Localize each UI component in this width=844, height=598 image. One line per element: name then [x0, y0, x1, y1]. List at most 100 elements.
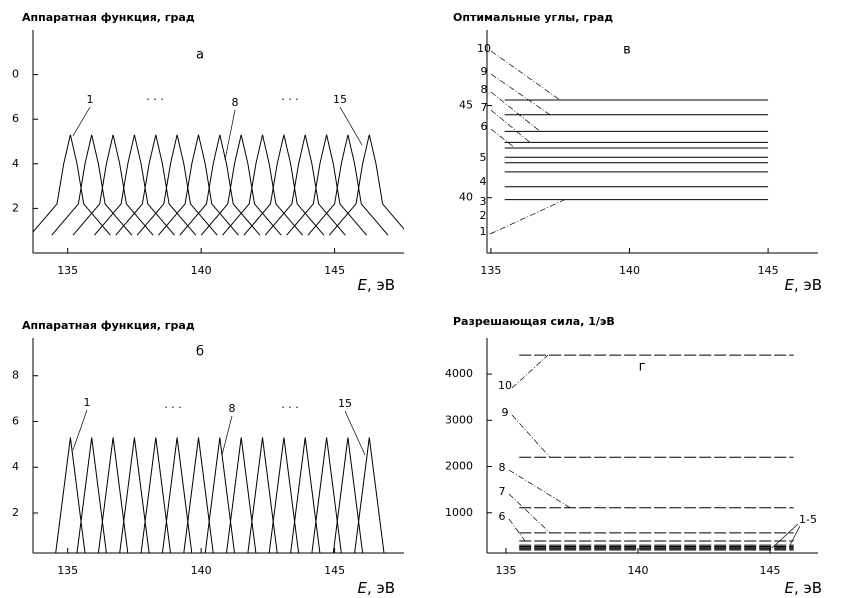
- series-label: 4: [480, 175, 487, 188]
- series-label: 6: [499, 510, 506, 523]
- annotation: 8: [229, 402, 236, 415]
- leader-line: [490, 50, 561, 101]
- leader-line: [511, 354, 549, 389]
- curve: [72, 134, 154, 236]
- annotation: 8: [232, 96, 239, 109]
- y-tick-label: 8: [12, 369, 19, 382]
- panel-title: Аппаратная функция, град: [22, 319, 195, 332]
- x-tick-label: 135: [57, 564, 78, 577]
- leader-line: [771, 523, 799, 549]
- panel-title: Оптимальные углы, град: [453, 11, 613, 24]
- x-axis-label: E, эВ: [357, 579, 395, 597]
- annotation: · · ·: [281, 401, 298, 414]
- leader-line: [490, 91, 541, 132]
- series-label: 8: [499, 461, 506, 474]
- x-axis-unit: , эВ: [794, 276, 822, 294]
- panel: Разрешающая сила, 1/эВ г E, эВ 135 140 145 100…: [445, 315, 822, 597]
- series-label: 3: [480, 195, 487, 208]
- curve: [97, 437, 129, 553]
- x-tick-label: 140: [619, 264, 640, 277]
- annotation: 1: [84, 396, 91, 409]
- curve: [55, 437, 86, 553]
- curve: [247, 437, 278, 553]
- leader-line: [224, 109, 236, 161]
- leader-line: [221, 415, 233, 456]
- curve: [119, 437, 150, 553]
- curve: [200, 134, 282, 236]
- x-axis-label: E, эВ: [784, 276, 822, 294]
- leader-line: [789, 525, 801, 546]
- curve: [222, 134, 303, 236]
- curve: [243, 134, 325, 236]
- leader-line: [72, 106, 91, 137]
- y-tick-label: 6: [12, 112, 19, 125]
- x-axis-variable: E: [784, 579, 794, 597]
- curve: [115, 134, 197, 236]
- series-label: 7: [499, 485, 506, 498]
- panel-label: г: [639, 360, 646, 375]
- panel-title: Разрешающая сила, 1/эВ: [453, 315, 615, 328]
- x-tick-label: 145: [758, 264, 779, 277]
- y-tick-label: 3000: [445, 413, 473, 426]
- y-tick-label: 4: [12, 460, 19, 473]
- x-axis-variable: E: [357, 579, 367, 597]
- curve: [33, 134, 111, 236]
- curve: [307, 134, 389, 236]
- curve: [332, 437, 364, 553]
- y-tick-label: 2: [12, 506, 19, 519]
- annotation: · · ·: [146, 93, 163, 106]
- x-tick-label: 135: [57, 264, 78, 277]
- leader-line: [508, 469, 571, 508]
- x-axis-variable: E: [784, 276, 794, 294]
- x-axis-variable: E: [357, 276, 367, 294]
- curve: [179, 134, 261, 236]
- x-tick-label: 145: [324, 564, 345, 577]
- x-axis-label: E, эВ: [784, 579, 822, 597]
- y-tick-label: 45: [459, 99, 473, 112]
- curve: [226, 437, 257, 553]
- leader-line: [490, 109, 531, 143]
- y-tick-label: 1000: [445, 506, 473, 519]
- x-tick-label: 140: [627, 564, 648, 577]
- curve: [140, 437, 171, 553]
- annotation: · · ·: [281, 93, 298, 106]
- series-label: 9: [481, 65, 488, 78]
- x-tick-label: 145: [759, 564, 780, 577]
- curve: [354, 437, 385, 553]
- annotation: 15: [333, 93, 347, 106]
- series-label: 9: [502, 406, 509, 419]
- leader-line: [490, 128, 516, 149]
- series-label: 7: [481, 101, 488, 114]
- panel-label: б: [196, 345, 204, 360]
- y-tick-label: 40: [459, 191, 473, 204]
- leader-line: [490, 73, 551, 116]
- leader-line: [489, 199, 566, 235]
- y-tick-label: 2: [12, 201, 19, 214]
- leader-line: [339, 106, 363, 146]
- x-tick-label: 135: [496, 564, 517, 577]
- x-axis-unit: , эВ: [794, 579, 822, 597]
- annotation: 1: [87, 93, 94, 106]
- series-label: 6: [481, 120, 488, 133]
- panel-label: в: [623, 43, 631, 58]
- x-axis-unit: , эВ: [367, 579, 395, 597]
- curve: [51, 134, 133, 236]
- x-tick-label: 140: [191, 264, 212, 277]
- annotation: · · ·: [164, 401, 181, 414]
- leader-line: [344, 410, 366, 456]
- group-label: 1-5: [799, 513, 817, 526]
- curve: [94, 134, 175, 236]
- leader-line: [508, 518, 526, 542]
- curve: [136, 134, 218, 236]
- leader-line: [511, 414, 551, 458]
- y-tick-label: 4000: [445, 367, 473, 380]
- curve: [268, 437, 300, 553]
- curve: [328, 134, 404, 236]
- series-label: 8: [481, 83, 488, 96]
- x-axis-unit: , эВ: [367, 276, 395, 294]
- curve: [76, 437, 107, 553]
